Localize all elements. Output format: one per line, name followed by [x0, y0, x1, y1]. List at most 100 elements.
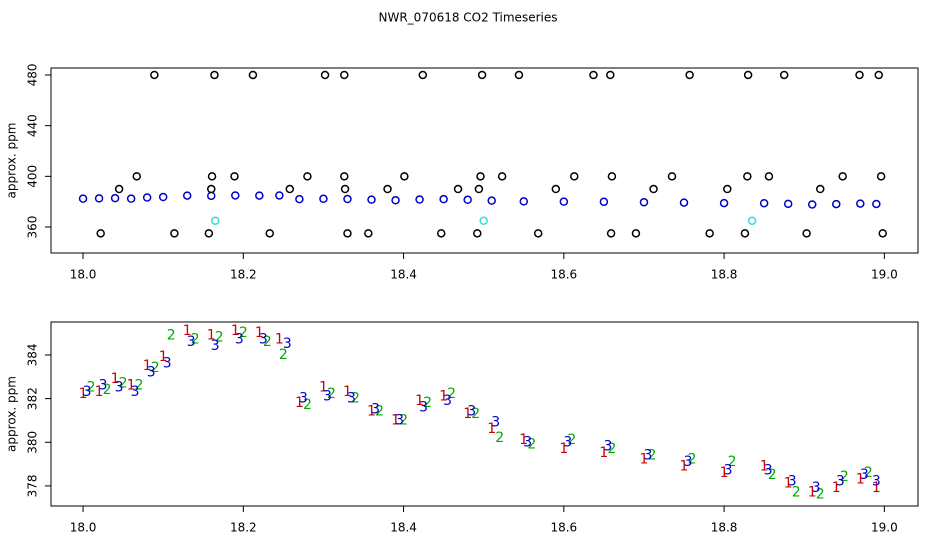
point	[514, 70, 524, 80]
point-label: 3	[283, 336, 292, 352]
point	[343, 229, 352, 238]
point-label: 3	[603, 439, 612, 455]
point	[255, 191, 264, 200]
point	[207, 191, 216, 201]
point	[126, 194, 136, 203]
point-label: 1	[439, 388, 448, 404]
point	[364, 229, 373, 238]
point	[367, 195, 376, 204]
point	[856, 199, 865, 208]
point-label: 3	[860, 467, 869, 483]
point-label: 3	[323, 388, 332, 404]
point-label: 1	[95, 384, 104, 400]
point-label: 2	[792, 484, 801, 500]
point-label: 3	[395, 412, 404, 428]
point-label: 2	[103, 382, 112, 398]
point	[463, 195, 472, 205]
point-label: 3	[684, 454, 693, 470]
point-label: 1	[231, 323, 240, 339]
point-label: 1	[127, 378, 136, 394]
point-label: 1	[159, 349, 168, 365]
point	[110, 193, 120, 203]
point-label: 3	[788, 474, 797, 490]
point	[759, 198, 769, 208]
point	[231, 191, 240, 200]
point	[391, 196, 400, 205]
y-tick-label: 384	[26, 344, 40, 367]
point	[569, 172, 579, 181]
point-label: 2	[167, 327, 176, 343]
point	[743, 172, 752, 181]
point-label: 3	[523, 434, 532, 450]
point	[519, 197, 529, 206]
y-tick-label: 380	[26, 431, 40, 454]
point-label: 3	[644, 447, 653, 463]
point-label: 2	[327, 386, 336, 402]
point	[874, 70, 883, 80]
point	[802, 229, 811, 238]
point	[476, 172, 485, 181]
y-tick-label: 480	[26, 64, 40, 87]
x-tick-label: 19.0	[871, 521, 898, 535]
point	[439, 194, 448, 204]
point-label: 1	[487, 421, 496, 437]
point	[473, 229, 482, 238]
point	[667, 172, 677, 181]
point	[832, 199, 841, 209]
point	[230, 172, 239, 181]
point-label: 3	[563, 434, 572, 450]
point-label: 2	[87, 380, 96, 396]
point	[340, 184, 350, 194]
point-label: 1	[639, 452, 648, 468]
point	[740, 229, 750, 238]
point	[211, 216, 220, 225]
x-tick-label: 18.8	[711, 268, 738, 282]
point	[631, 229, 641, 238]
point-label: 1	[832, 480, 841, 496]
point-label: 2	[567, 432, 576, 448]
point-label: 3	[99, 378, 108, 394]
point	[295, 194, 304, 204]
point	[838, 172, 847, 181]
point	[343, 194, 352, 204]
point	[606, 70, 615, 80]
x-tick-label: 18.2	[230, 268, 257, 282]
point-label: 2	[119, 375, 128, 391]
point	[876, 172, 886, 181]
chart-title: NWR_070618 CO2 Timeseries	[379, 11, 558, 25]
point-label: 2	[471, 406, 480, 422]
point-label: 3	[83, 384, 92, 400]
point-label: 1	[760, 458, 769, 474]
point-label: 3	[147, 364, 156, 380]
point-label: 2	[816, 487, 825, 503]
point-label: 2	[375, 404, 384, 420]
point-label: 3	[299, 391, 308, 407]
point	[705, 229, 714, 238]
point-label: 2	[303, 397, 312, 413]
point	[719, 198, 729, 208]
point-label: 3	[491, 415, 500, 431]
point-label: 3	[371, 402, 380, 418]
point-label: 3	[812, 480, 821, 496]
point-label: 1	[255, 325, 264, 341]
x-tick-label: 18.6	[550, 521, 577, 535]
point	[679, 198, 689, 207]
point-label: 2	[135, 378, 144, 394]
point-label: 2	[151, 360, 160, 376]
point	[743, 70, 753, 80]
point-label: 2	[840, 469, 849, 485]
point-label: 1	[463, 406, 472, 422]
point-label: 3	[443, 393, 452, 409]
point	[114, 184, 124, 194]
point-label: 2	[239, 325, 248, 341]
y-axis-label: approx. ppm	[5, 123, 19, 199]
point	[132, 172, 141, 181]
point	[436, 229, 446, 238]
point	[158, 192, 168, 202]
point-label: 1	[808, 484, 817, 500]
point	[248, 70, 258, 80]
point	[606, 229, 616, 238]
point	[150, 70, 159, 80]
point-label: 3	[235, 332, 244, 348]
